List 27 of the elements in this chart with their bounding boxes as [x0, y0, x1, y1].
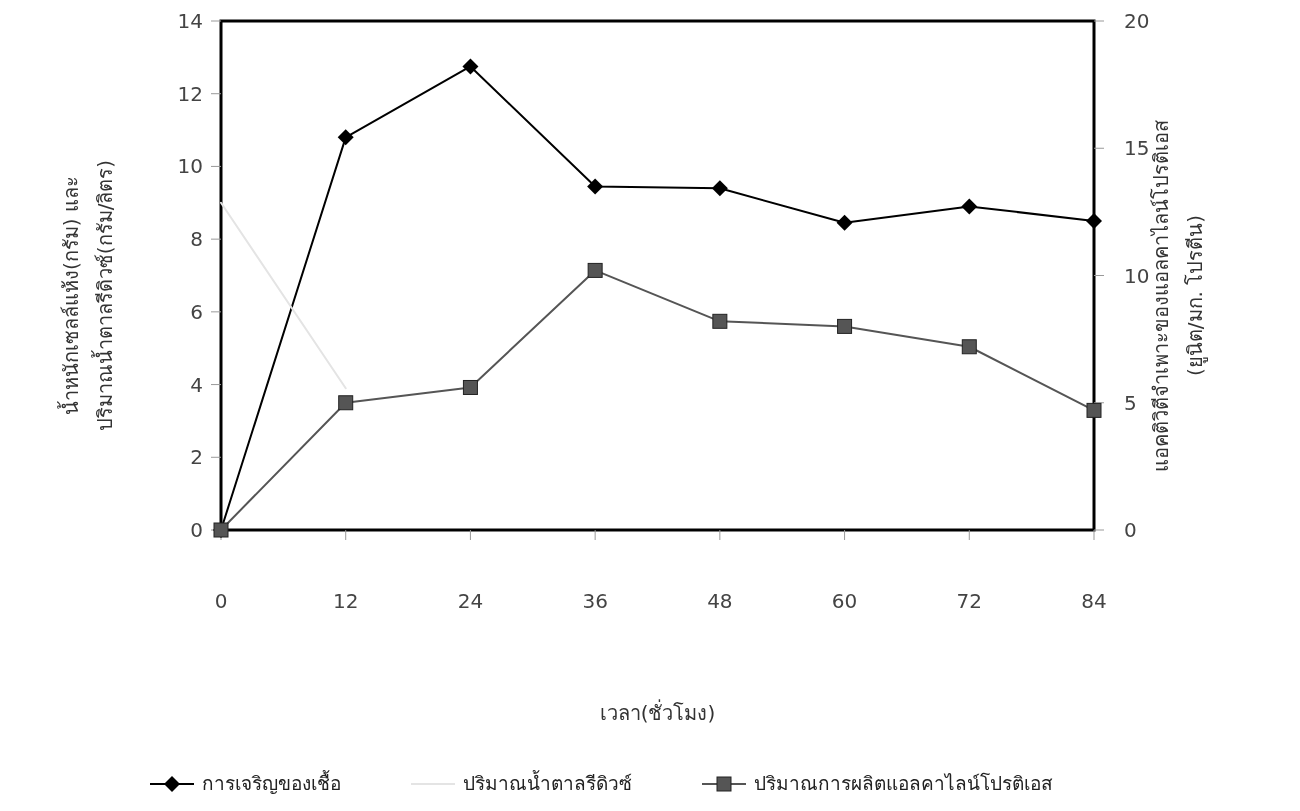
x-tick-label: 84 [1081, 589, 1107, 613]
y2-tick-label: 0 [1124, 518, 1137, 542]
y2-tick-label: 10 [1124, 263, 1150, 288]
x-tick-label: 60 [831, 589, 858, 613]
x-tick-label: 48 [707, 589, 733, 613]
x-tick-label: 24 [457, 589, 484, 613]
legend-label: การเจริญของเชื้อ [202, 770, 341, 795]
y-tick-label: 8 [190, 227, 203, 252]
x-tick-label: 72 [956, 589, 983, 613]
y2-axis-title: แอคติวิตีจำเพาะของแอลคาไลน์โปรติเอส (ยูนิต/มก. โปรตีน) [1149, 119, 1208, 472]
x-tick-label: 12 [332, 589, 359, 613]
x-axis-title: เวลา(ชั่วโมง) [599, 699, 716, 725]
y-tick-label: 2 [190, 445, 203, 470]
y-axis-title: น้ำหนักเซลล์แห้ง(กรัม) และ ปริมาณน้ำตาลรีดิวซ์(กรัม/ลิตร) [57, 159, 117, 432]
y2-tick-label: 20 [1124, 9, 1150, 33]
y-tick-label: 6 [190, 299, 203, 324]
y2-tick-label: 5 [1124, 390, 1137, 415]
x-tick-label: 36 [582, 589, 608, 613]
y2-tick-label: 15 [1124, 136, 1150, 161]
legend-label: ปริมาณน้ำตาลรีดิวซ์ [463, 770, 632, 794]
y-tick-label: 10 [177, 154, 203, 179]
legend-label: ปริมาณการผลิตแอลคาไลน์โปรติเอส [754, 772, 1053, 794]
x-tick-label: 0 [214, 589, 228, 613]
y-tick-label: 12 [177, 81, 203, 106]
y-tick-label: 0 [190, 518, 203, 542]
y-tick-label: 14 [177, 9, 203, 33]
y-tick-label: 4 [190, 372, 203, 397]
